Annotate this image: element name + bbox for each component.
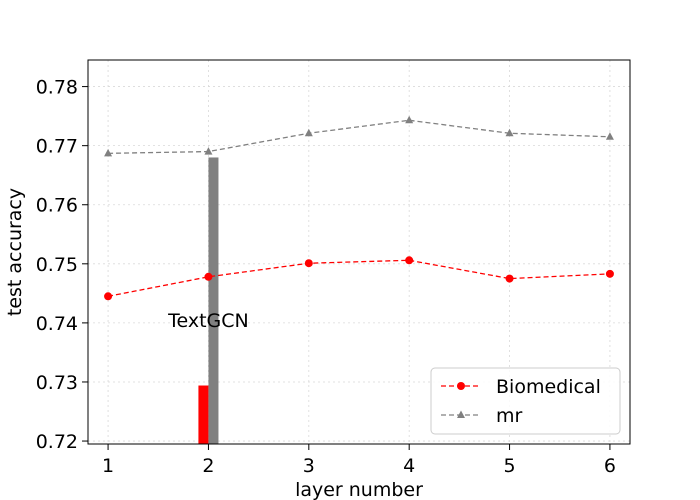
point-biomedical <box>104 292 113 301</box>
point-biomedical <box>505 274 514 283</box>
point-mr <box>304 128 313 137</box>
x-tick-label: 1 <box>102 455 114 477</box>
axis-ticks: 1 2 3 4 5 6 0.72 0.73 0.74 0.75 0.76 0.77 0.78 <box>36 77 616 477</box>
legend-label-biomedical: Biomedical <box>496 376 601 398</box>
point-biomedical <box>605 269 614 278</box>
legend-box <box>430 367 621 435</box>
legend: Biomedical mr <box>430 367 621 435</box>
legend-marker-mr <box>457 410 465 418</box>
y-tick-label: 0.75 <box>36 254 78 276</box>
y-tick-label: 0.73 <box>36 372 78 394</box>
x-tick-label: 4 <box>403 455 415 477</box>
x-tick-label: 5 <box>504 455 516 477</box>
x-tick-label: 6 <box>604 455 616 477</box>
x-tick-label: 3 <box>303 455 315 477</box>
series-line-mr <box>108 119 610 154</box>
bar-mr <box>208 157 219 444</box>
y-tick-label: 0.76 <box>36 195 78 217</box>
point-mr <box>104 148 113 157</box>
grid-lines <box>88 60 630 444</box>
point-mr <box>605 132 614 140</box>
y-tick-label: 0.72 <box>36 431 78 453</box>
textgcn-bars <box>198 157 219 444</box>
y-tick-label: 0.77 <box>36 136 78 158</box>
point-mr <box>204 147 213 155</box>
y-tick-label: 0.74 <box>36 313 78 335</box>
point-biomedical <box>304 259 313 268</box>
textgcn-annotation: TextGCN <box>167 310 249 332</box>
plot-frame <box>87 59 631 445</box>
y-axis-label: test accuracy <box>4 188 26 316</box>
series-line-biomedical <box>107 259 610 297</box>
point-mr <box>405 115 414 124</box>
x-tick-label: 2 <box>202 455 214 477</box>
bar-biomedical <box>198 385 209 444</box>
point-mr <box>505 128 514 137</box>
point-biomedical <box>204 272 213 281</box>
y-tick-label: 0.78 <box>36 77 78 99</box>
legend-label-mr: mr <box>496 405 523 427</box>
series-lines <box>104 115 614 301</box>
x-axis-label: layer number <box>295 479 423 500</box>
legend-marker-biomedical <box>457 382 465 390</box>
point-biomedical <box>405 256 414 265</box>
